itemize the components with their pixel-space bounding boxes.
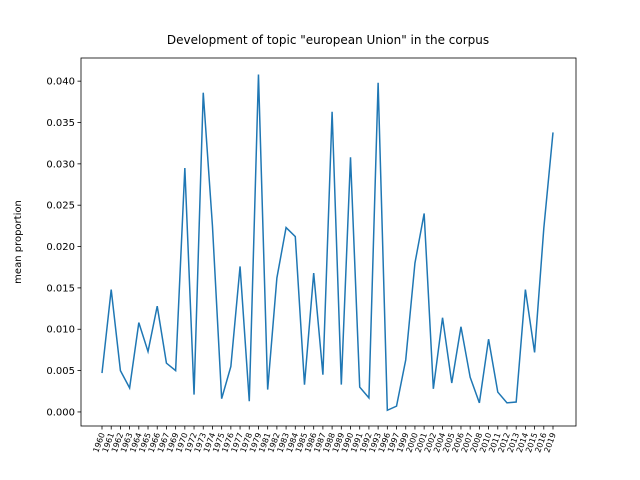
y-tick-label: 0.005 [46, 366, 75, 377]
chart-title: Development of topic "european Union" in… [167, 33, 489, 47]
plot-frame [80, 57, 577, 427]
y-axis-label: mean proportion [13, 200, 24, 284]
y-tick-label: 0.015 [46, 283, 75, 294]
y-tick-label: 0.000 [46, 407, 75, 418]
y-tick-label: 0.010 [46, 325, 75, 336]
y-tick-label: 0.040 [46, 77, 75, 88]
y-tick-label: 0.025 [46, 201, 75, 212]
y-tick-label: 0.030 [46, 159, 75, 170]
y-tick-label: 0.020 [46, 242, 75, 253]
line-series [101, 74, 554, 412]
y-tick-label: 0.035 [46, 118, 75, 129]
